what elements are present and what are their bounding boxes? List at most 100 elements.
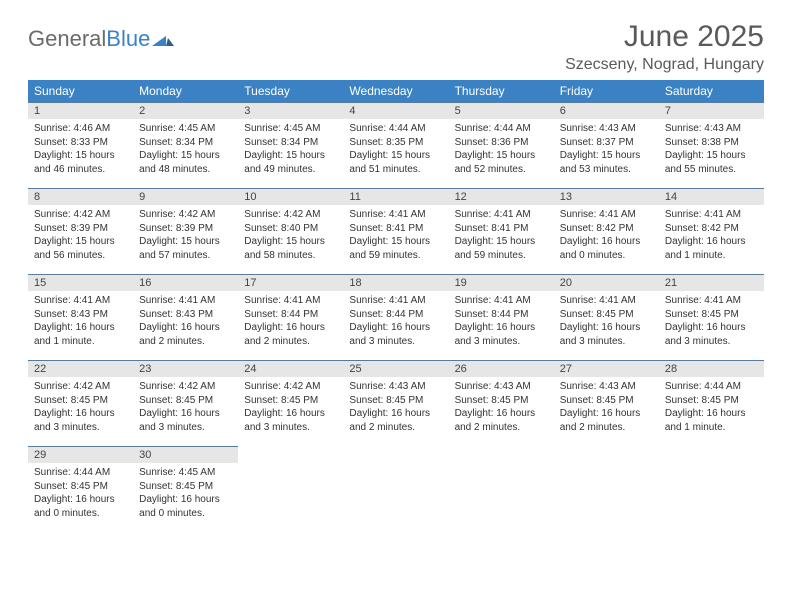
calendar-cell: 7Sunrise: 4:43 AMSunset: 8:38 PMDaylight… bbox=[659, 102, 764, 188]
sunset-line: Sunset: 8:34 PM bbox=[139, 137, 213, 148]
day-body: Sunrise: 4:42 AMSunset: 8:39 PMDaylight:… bbox=[133, 205, 238, 266]
sunset-line: Sunset: 8:35 PM bbox=[349, 137, 423, 148]
day-number: 28 bbox=[659, 360, 764, 377]
sunset-line: Sunset: 8:44 PM bbox=[455, 309, 529, 320]
daylight-line: Daylight: 15 hours and 56 minutes. bbox=[34, 236, 115, 261]
day-body: Sunrise: 4:42 AMSunset: 8:45 PMDaylight:… bbox=[133, 377, 238, 438]
sunrise-line: Sunrise: 4:42 AM bbox=[139, 381, 215, 392]
day-body: Sunrise: 4:44 AMSunset: 8:36 PMDaylight:… bbox=[449, 119, 554, 180]
sunrise-line: Sunrise: 4:41 AM bbox=[455, 295, 531, 306]
day-body: Sunrise: 4:42 AM Sunset: 8:45 PM Daylight:… bbox=[238, 377, 343, 438]
sunrise-line: Sunrise: 4:45 AM bbox=[139, 123, 215, 134]
sunrise-line: Sunrise: 4:42 AM bbox=[244, 381, 320, 392]
calendar-cell: 11Sunrise: 4:41 AMSunset: 8:41 PMDayligh… bbox=[343, 188, 448, 274]
sunrise-line: Sunrise: 4:41 AM bbox=[455, 209, 531, 220]
day-number: 19 bbox=[449, 274, 554, 291]
sunrise-line: Sunrise: 4:41 AM bbox=[560, 295, 636, 306]
day-number: 25 bbox=[343, 360, 448, 377]
calendar-cell: 16Sunrise: 4:41 AMSunset: 8:43 PMDayligh… bbox=[133, 274, 238, 360]
logo-mark-icon bbox=[152, 26, 174, 52]
daylight-line: Daylight: 15 hours and 58 minutes. bbox=[244, 236, 325, 261]
calendar-cell: 18Sunrise: 4:41 AMSunset: 8:44 PMDayligh… bbox=[343, 274, 448, 360]
day-body: Sunrise: 4:42 AMSunset: 8:39 PMDaylight:… bbox=[28, 205, 133, 266]
day-number: 6 bbox=[554, 102, 659, 119]
sunrise-line: Sunrise: 4:43 AM bbox=[560, 381, 636, 392]
sunrise-line: Sunrise: 4:41 AM bbox=[665, 295, 741, 306]
calendar-cell: 25 Sunrise: 4:43 AM Sunset: 8:45 PM Dayligh… bbox=[343, 360, 448, 446]
calendar-cell: 8Sunrise: 4:42 AMSunset: 8:39 PMDaylight… bbox=[28, 188, 133, 274]
sunset-line: Sunset: 8:45 PM bbox=[349, 395, 423, 406]
sunrise-line: Sunrise: 4:45 AM bbox=[244, 123, 320, 134]
sunrise-line: Sunrise: 4:42 AM bbox=[244, 209, 320, 220]
sunset-line: Sunset: 8:41 PM bbox=[455, 223, 529, 234]
sunset-line: Sunset: 8:45 PM bbox=[139, 395, 213, 406]
sunset-line: Sunset: 8:45 PM bbox=[34, 395, 108, 406]
calendar-cell: 1Sunrise: 4:46 AMSunset: 8:33 PMDaylight… bbox=[28, 102, 133, 188]
day-body: Sunrise: 4:41 AMSunset: 8:41 PMDaylight:… bbox=[343, 205, 448, 266]
sunset-line: Sunset: 8:45 PM bbox=[244, 395, 318, 406]
day-body: Sunrise: 4:41 AMSunset: 8:43 PMDaylight:… bbox=[28, 291, 133, 352]
daylight-line: Daylight: 16 hours and 0 minutes. bbox=[560, 236, 641, 261]
day-number: 20 bbox=[554, 274, 659, 291]
day-number: 3 bbox=[238, 102, 343, 119]
sunrise-line: Sunrise: 4:43 AM bbox=[455, 381, 531, 392]
calendar-cell: .. bbox=[659, 446, 764, 532]
sunrise-line: Sunrise: 4:41 AM bbox=[349, 295, 425, 306]
sunset-line: Sunset: 8:43 PM bbox=[34, 309, 108, 320]
daylight-line: Daylight: 16 hours and 3 minutes. bbox=[665, 322, 746, 347]
sunrise-line: Sunrise: 4:43 AM bbox=[560, 123, 636, 134]
sunset-line: Sunset: 8:45 PM bbox=[455, 395, 529, 406]
weekday-header: Thursday bbox=[449, 80, 554, 102]
day-number: 2 bbox=[133, 102, 238, 119]
daylight-line: Daylight: 16 hours and 2 minutes. bbox=[349, 408, 430, 433]
daylight-line: Daylight: 15 hours and 55 minutes. bbox=[665, 150, 746, 175]
sunset-line: Sunset: 8:45 PM bbox=[139, 481, 213, 492]
sunrise-line: Sunrise: 4:44 AM bbox=[34, 467, 110, 478]
sunrise-line: Sunrise: 4:44 AM bbox=[455, 123, 531, 134]
day-body: Sunrise: 4:41 AMSunset: 8:44 PMDaylight:… bbox=[449, 291, 554, 352]
day-number: 21 bbox=[659, 274, 764, 291]
calendar-cell: 4Sunrise: 4:44 AMSunset: 8:35 PMDaylight… bbox=[343, 102, 448, 188]
sunrise-line: Sunrise: 4:42 AM bbox=[34, 209, 110, 220]
calendar-cell: 30Sunrise: 4:45 AMSunset: 8:45 PMDayligh… bbox=[133, 446, 238, 532]
daylight-line: Daylight: 16 hours and 1 minute. bbox=[665, 408, 746, 433]
sunrise-line: Sunrise: 4:43 AM bbox=[349, 381, 425, 392]
calendar-cell: 26Sunrise: 4:43 AMSunset: 8:45 PMDayligh… bbox=[449, 360, 554, 446]
day-number: 14 bbox=[659, 188, 764, 205]
day-number: 17 bbox=[238, 274, 343, 291]
daylight-line: Daylight: 15 hours and 52 minutes. bbox=[455, 150, 536, 175]
sunrise-line: Sunrise: 4:42 AM bbox=[34, 381, 110, 392]
calendar-cell: 24 Sunrise: 4:42 AM Sunset: 8:45 PM Dayligh… bbox=[238, 360, 343, 446]
sunrise-line: Sunrise: 4:45 AM bbox=[139, 467, 215, 478]
calendar-cell: 28Sunrise: 4:44 AMSunset: 8:45 PMDayligh… bbox=[659, 360, 764, 446]
weekday-header: Saturday bbox=[659, 80, 764, 102]
daylight-line: Daylight: 15 hours and 53 minutes. bbox=[560, 150, 641, 175]
weekday-header: Wednesday bbox=[343, 80, 448, 102]
calendar-cell: 23Sunrise: 4:42 AMSunset: 8:45 PMDayligh… bbox=[133, 360, 238, 446]
calendar-table: SundayMondayTuesdayWednesdayThursdayFrid… bbox=[28, 80, 764, 532]
daylight-line: Daylight: 16 hours and 3 minutes. bbox=[349, 322, 430, 347]
logo-text-blue: Blue bbox=[106, 26, 150, 52]
sunrise-line: Sunrise: 4:41 AM bbox=[560, 209, 636, 220]
sunset-line: Sunset: 8:45 PM bbox=[560, 395, 634, 406]
calendar-cell: 19Sunrise: 4:41 AMSunset: 8:44 PMDayligh… bbox=[449, 274, 554, 360]
day-body: Sunrise: 4:44 AM Sunset: 8:35 PM Daylight:… bbox=[343, 119, 448, 180]
calendar-cell: 9Sunrise: 4:42 AMSunset: 8:39 PMDaylight… bbox=[133, 188, 238, 274]
day-body: Sunrise: 4:43 AMSunset: 8:37 PMDaylight:… bbox=[554, 119, 659, 180]
month-title: June 2025 bbox=[565, 20, 764, 54]
sunset-line: Sunset: 8:44 PM bbox=[349, 309, 423, 320]
sunrise-line: Sunrise: 4:41 AM bbox=[244, 295, 320, 306]
calendar-cell: .. bbox=[554, 446, 659, 532]
day-body: Sunrise: 4:42 AMSunset: 8:45 PMDaylight:… bbox=[28, 377, 133, 438]
sunrise-line: Sunrise: 4:44 AM bbox=[349, 123, 425, 134]
daylight-line: Daylight: 16 hours and 3 minutes. bbox=[244, 408, 325, 433]
calendar-cell: 15Sunrise: 4:41 AMSunset: 8:43 PMDayligh… bbox=[28, 274, 133, 360]
sunset-line: Sunset: 8:40 PM bbox=[244, 223, 318, 234]
daylight-line: Daylight: 15 hours and 51 minutes. bbox=[349, 150, 430, 175]
calendar-cell: 27Sunrise: 4:43 AMSunset: 8:45 PMDayligh… bbox=[554, 360, 659, 446]
day-number: 5 bbox=[449, 102, 554, 119]
sunrise-line: Sunrise: 4:41 AM bbox=[349, 209, 425, 220]
sunrise-line: Sunrise: 4:46 AM bbox=[34, 123, 110, 134]
calendar-cell: 20Sunrise: 4:41 AMSunset: 8:45 PMDayligh… bbox=[554, 274, 659, 360]
day-number: 24 bbox=[238, 360, 343, 377]
